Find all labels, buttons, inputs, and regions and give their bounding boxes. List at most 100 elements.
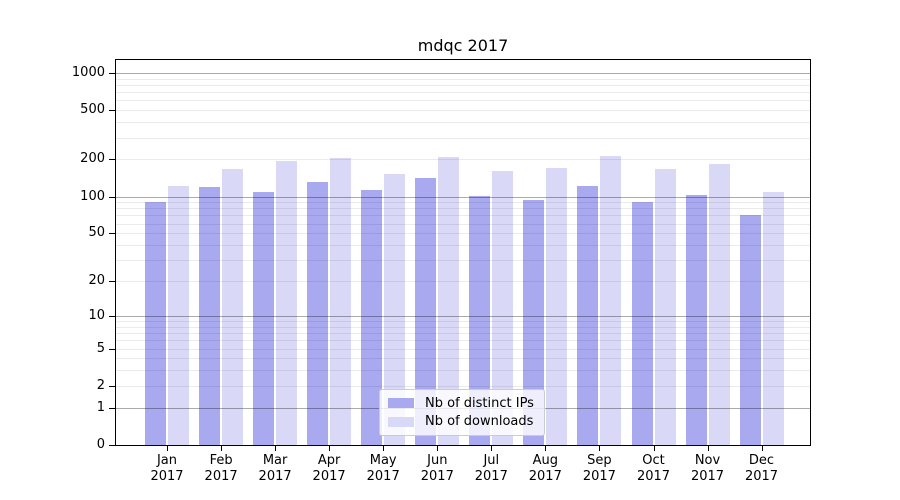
y-tick-label-2: 2: [96, 377, 105, 393]
y-tick-label-50: 50: [88, 225, 105, 241]
x-tick-mark-mar-2017: [275, 446, 277, 451]
x-tick-mark-feb-2017: [221, 446, 223, 451]
x-tick-label-jan-2017: Jan 2017: [150, 453, 184, 484]
bar-dec-2017-nb-of-downloads: [762, 191, 784, 445]
y-tick-mark-500: [109, 110, 115, 112]
y-tick-mark-1: [109, 407, 115, 409]
y-tick-label-1: 1: [96, 399, 105, 415]
bar-jan-2017-nb-of-distinct-ips: [145, 201, 166, 445]
bar-jun-2017-nb-of-distinct-ips: [415, 178, 437, 445]
gridline-minor-600: [116, 100, 810, 102]
legend-swatch-downloads: [388, 416, 414, 427]
gridline-minor-200: [116, 159, 810, 161]
bar-feb-2017-nb-of-downloads: [222, 168, 243, 445]
gridline-major-1000: [116, 72, 810, 74]
y-tick-label-5: 5: [96, 340, 105, 356]
bar-jan-2017-nb-of-downloads: [168, 185, 189, 445]
gridline-minor-800: [116, 84, 810, 86]
bar-apr-2017-nb-of-distinct-ips: [307, 181, 329, 445]
bar-feb-2017-nb-of-distinct-ips: [199, 186, 220, 445]
legend-entry-downloads: Nb of downloads: [388, 414, 536, 429]
x-tick-label-jun-2017: Jun 2017: [420, 453, 454, 484]
legend: Nb of distinct IPs Nb of downloads: [379, 389, 545, 436]
bar-nov-2017-nb-of-distinct-ips: [685, 195, 707, 445]
x-tick-mark-apr-2017: [329, 446, 331, 451]
bar-apr-2017-nb-of-downloads: [330, 158, 352, 445]
y-tick-label-0: 0: [96, 437, 105, 452]
y-tick-mark-10: [109, 315, 115, 317]
bar-jul-2017-nb-of-distinct-ips: [469, 195, 491, 445]
x-tick-mark-nov-2017: [707, 446, 709, 451]
gridline-minor-500: [116, 110, 810, 112]
x-tick-label-sep-2017: Sep 2017: [582, 453, 616, 484]
gridline-minor-900: [116, 78, 810, 80]
gridline-minor-400: [116, 122, 810, 124]
gridline-minor-8: [116, 326, 810, 328]
gridline-minor-80: [116, 208, 810, 210]
legend-label-distinct-ips: Nb of distinct IPs: [425, 395, 534, 411]
x-tick-label-apr-2017: Apr 2017: [312, 453, 346, 484]
gridline-minor-300: [116, 137, 810, 139]
x-tick-label-dec-2017: Dec 2017: [744, 453, 779, 484]
x-tick-mark-jun-2017: [437, 446, 439, 451]
legend-label-downloads: Nb of downloads: [425, 414, 534, 430]
x-tick-label-mar-2017: Mar 2017: [258, 453, 292, 484]
bar-oct-2017-nb-of-distinct-ips: [631, 201, 653, 445]
gridline-minor-40: [116, 245, 810, 246]
y-tick-mark-20: [109, 281, 115, 282]
x-tick-mark-jan-2017: [167, 446, 168, 451]
y-tick-label-100: 100: [80, 188, 105, 204]
gridline-major-100: [116, 196, 810, 198]
gridline-minor-9: [116, 321, 810, 322]
gridline-major-10: [116, 315, 810, 317]
y-tick-label-200: 200: [80, 151, 105, 167]
x-tick-mark-dec-2017: [761, 446, 763, 451]
x-tick-label-aug-2017: Aug 2017: [528, 453, 562, 484]
bar-aug-2017-nb-of-distinct-ips: [523, 199, 545, 445]
x-tick-label-nov-2017: Nov 2017: [690, 453, 725, 484]
x-tick-mark-sep-2017: [599, 446, 601, 451]
y-tick-mark-50: [109, 233, 115, 235]
gridline-minor-60: [116, 223, 810, 225]
y-tick-label-10: 10: [88, 307, 105, 323]
y-tick-label-1000: 1000: [71, 64, 105, 80]
gridline-minor-2: [116, 385, 810, 387]
y-tick-label-20: 20: [88, 273, 105, 288]
gridline-minor-4: [116, 358, 810, 360]
gridline-minor-700: [116, 92, 810, 94]
y-tick-mark-200: [109, 159, 115, 161]
x-tick-mark-jul-2017: [491, 446, 493, 451]
x-tick-label-oct-2017: Oct 2017: [636, 453, 671, 484]
gridline-minor-5: [116, 348, 810, 350]
bar-oct-2017-nb-of-downloads: [654, 169, 676, 445]
gridline-minor-90: [116, 202, 810, 204]
bar-sep-2017-nb-of-downloads: [600, 155, 622, 445]
x-tick-mark-may-2017: [383, 446, 385, 451]
legend-swatch-distinct-ips: [388, 398, 414, 409]
y-tick-mark-2: [109, 385, 115, 387]
x-tick-mark-oct-2017: [653, 446, 655, 451]
gridline-minor-7: [116, 333, 810, 334]
gridline-minor-6: [116, 340, 810, 342]
plot-area: [115, 59, 811, 446]
y-tick-mark-1000: [109, 72, 115, 74]
y-tick-label-500: 500: [80, 102, 105, 118]
x-tick-label-feb-2017: Feb 2017: [204, 453, 238, 484]
gridline-minor-50: [116, 233, 810, 235]
bar-jul-2017-nb-of-downloads: [492, 171, 514, 445]
bar-dec-2017-nb-of-distinct-ips: [739, 214, 761, 445]
y-tick-mark-5: [109, 348, 115, 350]
legend-entry-distinct-ips: Nb of distinct IPs: [388, 396, 536, 411]
y-tick-mark-100: [109, 196, 115, 198]
bar-mar-2017-nb-of-distinct-ips: [253, 192, 275, 445]
bar-nov-2017-nb-of-downloads: [708, 164, 730, 445]
gridline-minor-30: [116, 260, 810, 262]
bar-may-2017-nb-of-distinct-ips: [361, 190, 383, 445]
chart-title: mdqc 2017: [417, 36, 509, 55]
x-tick-label-jul-2017: Jul 2017: [474, 453, 508, 484]
bar-sep-2017-nb-of-distinct-ips: [577, 186, 599, 445]
gridline-minor-70: [116, 215, 810, 217]
x-tick-mark-aug-2017: [545, 446, 547, 451]
bar-jun-2017-nb-of-downloads: [438, 156, 460, 445]
